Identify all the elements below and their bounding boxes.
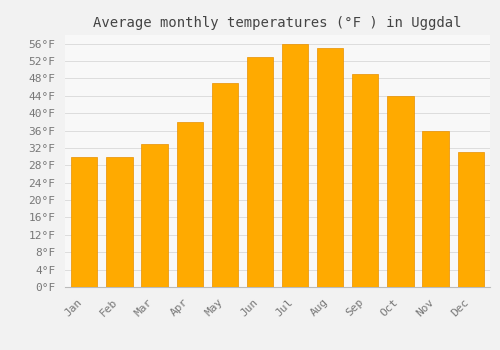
Bar [422,131,448,287]
Title: Average monthly temperatures (°F ) in Uggdal: Average monthly temperatures (°F ) in Ug… [93,16,462,30]
Bar [388,96,413,287]
Bar [247,57,273,287]
Bar [282,44,308,287]
Bar [142,144,168,287]
Bar [352,74,378,287]
Bar [71,157,98,287]
Bar [106,157,132,287]
Bar [317,48,344,287]
Bar [176,122,203,287]
Bar [458,152,484,287]
Bar [212,83,238,287]
